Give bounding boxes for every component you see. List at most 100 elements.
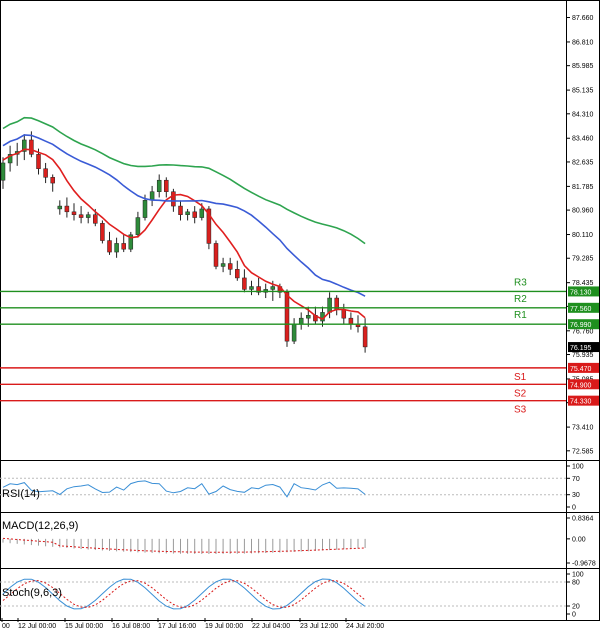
candle[interactable] [128, 231, 134, 253]
candle-body [306, 315, 311, 319]
candle-body [298, 317, 304, 325]
level-r2-label: R2 [514, 294, 527, 305]
time-tick-label: 23 Jul 12:00 [300, 623, 338, 630]
candle-body [178, 205, 183, 215]
time-tick-label: 22 Jul 04:00 [252, 623, 290, 630]
candle-body [114, 243, 119, 253]
price-tick-label: 86.810 [572, 39, 594, 46]
candle-body [85, 214, 91, 218]
candle[interactable] [256, 277, 261, 296]
candle-body [57, 205, 63, 210]
candle[interactable] [348, 312, 354, 330]
price-tick-label: 80.110 [572, 232, 593, 239]
price-tick-label: 75.935 [572, 352, 594, 359]
candle[interactable] [249, 280, 254, 296]
candle[interactable] [43, 162, 48, 184]
candle-body [185, 211, 190, 215]
candle-body [291, 323, 297, 342]
candle-body [29, 139, 34, 155]
price-tag-label: 77.560 [570, 306, 592, 313]
candle-body [192, 211, 197, 218]
candle[interactable] [22, 134, 27, 161]
macd-axis: 0.8364 0.00 -0.9678 [566, 516, 596, 568]
chart-frame [0, 0, 600, 621]
candle[interactable] [341, 303, 347, 324]
candle[interactable] [185, 208, 190, 221]
candle[interactable] [192, 206, 197, 224]
candle[interactable] [220, 257, 226, 273]
candle[interactable] [235, 260, 240, 281]
candle-body [206, 208, 212, 244]
candle[interactable] [57, 200, 63, 215]
price-tick-label: 80.960 [572, 208, 594, 215]
price-tick-label: 85.985 [572, 63, 594, 70]
candle[interactable] [78, 206, 84, 224]
price-tick-label: 87.660 [572, 15, 594, 22]
candles [0, 131, 368, 353]
candle[interactable] [107, 231, 112, 255]
candle[interactable] [121, 234, 126, 253]
price-tag-label: 76.990 [570, 322, 592, 329]
candle[interactable] [178, 200, 183, 221]
candle-body [327, 297, 332, 313]
candle[interactable] [114, 237, 119, 258]
price-tag [568, 342, 599, 353]
candle[interactable] [242, 269, 247, 293]
price-tag-label: 75.470 [570, 366, 592, 373]
candle-body [242, 277, 247, 290]
candle-body [213, 243, 219, 267]
price-tag [568, 362, 599, 373]
candle-body [36, 154, 41, 169]
candle[interactable] [7, 145, 13, 172]
candle[interactable] [149, 185, 155, 207]
rsi-tick-label: 70 [572, 476, 580, 483]
candle[interactable] [334, 295, 339, 316]
candle-body [93, 214, 98, 224]
price-tick-label: 82.635 [572, 159, 594, 166]
candle-body [64, 205, 70, 213]
candle-body [284, 292, 290, 342]
candle[interactable] [298, 312, 304, 330]
stoch-tick-label: 0 [572, 612, 576, 619]
candle[interactable] [156, 174, 162, 198]
candle-body [362, 326, 368, 348]
candle[interactable] [284, 289, 290, 347]
time-tick-label: 15 Jul 00:00 [65, 623, 103, 630]
candle-body [156, 179, 162, 192]
time-tick-label: 19 Jul 00:00 [205, 623, 243, 630]
candle[interactable] [64, 197, 70, 218]
candle[interactable] [50, 174, 55, 192]
candle[interactable] [291, 318, 297, 345]
sr-levels: R3 R2 R1 S1 S2 S3 [0, 277, 566, 416]
moving-average-slow [2, 116, 366, 245]
rsi-tick-label: 0 [572, 505, 576, 512]
price-tag [568, 319, 599, 330]
candle[interactable] [0, 157, 6, 189]
candle[interactable] [164, 177, 169, 198]
rsi-tick-label: 100 [572, 464, 584, 471]
candle-body [220, 263, 226, 267]
candle[interactable] [100, 220, 105, 244]
moving-average-fast [2, 148, 366, 321]
candle-body [135, 217, 141, 236]
time-axis: 00 12 Jul 00:00 15 Jul 00:00 16 Jul 08:00 17… [1, 618, 384, 630]
candle-body [235, 269, 240, 279]
candle-body [348, 317, 354, 325]
candle[interactable] [135, 211, 141, 238]
price-tag-label: 76.195 [570, 345, 592, 352]
level-r3-label: R3 [514, 277, 527, 288]
macd-tick-label: -0.9678 [572, 561, 596, 568]
candle[interactable] [362, 318, 368, 353]
candle-body [341, 309, 347, 319]
time-tick-label: 17 Jul 16:00 [158, 623, 196, 630]
candle[interactable] [71, 203, 77, 221]
stoch-tick-label: 100 [572, 572, 584, 579]
rsi-tick-label: 30 [572, 492, 580, 499]
price-tick-label: 76.760 [572, 328, 594, 335]
level-s1-label: S1 [514, 372, 527, 383]
candle[interactable] [213, 240, 219, 270]
candle[interactable] [227, 257, 233, 276]
candle-body [43, 168, 48, 178]
candle[interactable] [85, 211, 91, 224]
